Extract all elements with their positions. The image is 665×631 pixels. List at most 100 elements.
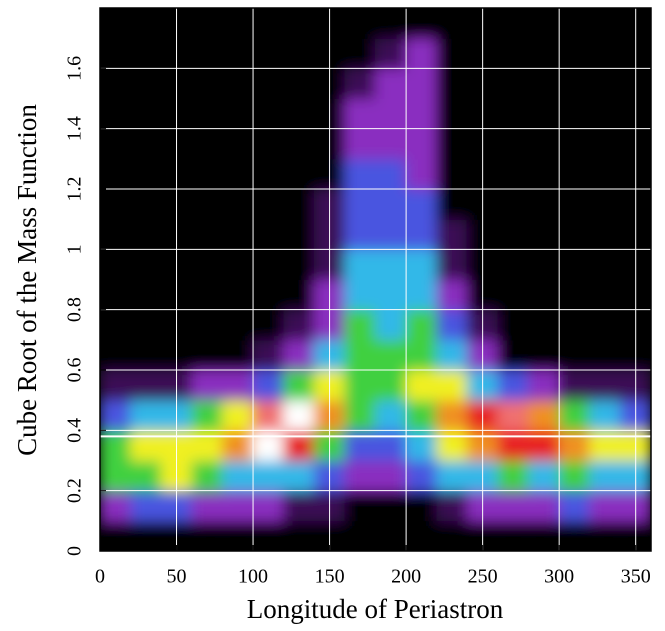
density-cell bbox=[130, 67, 162, 99]
density-cell bbox=[221, 128, 254, 160]
density-cell bbox=[528, 248, 560, 280]
density-cell bbox=[497, 67, 530, 99]
density-cell bbox=[497, 98, 530, 130]
density-cell bbox=[344, 67, 376, 99]
density-cell bbox=[528, 128, 560, 160]
x-tick-label: 250 bbox=[468, 566, 498, 588]
density-cell bbox=[252, 460, 285, 492]
density-cell bbox=[100, 309, 132, 341]
density-cell bbox=[405, 520, 438, 551]
density-cell bbox=[252, 218, 285, 250]
density-cell bbox=[283, 8, 315, 39]
density-cell bbox=[558, 369, 591, 401]
density-cell bbox=[589, 490, 621, 522]
density-cell bbox=[130, 218, 162, 250]
density-cell bbox=[283, 218, 315, 250]
density-cell bbox=[130, 309, 162, 341]
density-cell bbox=[436, 460, 468, 492]
density-cell bbox=[130, 399, 162, 431]
density-cell bbox=[589, 369, 621, 401]
density-cell bbox=[497, 309, 530, 341]
density-cell bbox=[558, 188, 591, 220]
density-cell bbox=[100, 98, 132, 130]
density-cell bbox=[221, 369, 254, 401]
density-cell bbox=[558, 339, 591, 371]
density-cell bbox=[405, 67, 438, 99]
density-cell bbox=[558, 520, 591, 551]
density-cell bbox=[252, 158, 285, 190]
density-cell bbox=[283, 460, 315, 492]
density-cell bbox=[283, 399, 315, 431]
density-cell bbox=[283, 520, 315, 551]
x-tick-label: 100 bbox=[238, 566, 268, 588]
density-cell bbox=[497, 399, 530, 431]
x-tick-label: 50 bbox=[167, 566, 187, 588]
density-cell bbox=[405, 429, 438, 461]
density-cell bbox=[252, 309, 285, 341]
y-tick-label: 1.2 bbox=[64, 177, 86, 202]
density-cell bbox=[558, 98, 591, 130]
density-cell bbox=[436, 490, 468, 522]
density-cell bbox=[528, 218, 560, 250]
density-cell bbox=[130, 98, 162, 130]
density-cell bbox=[283, 369, 315, 401]
density-cell bbox=[497, 128, 530, 160]
density-cell bbox=[436, 279, 468, 311]
density-cell bbox=[283, 490, 315, 522]
density-cell bbox=[344, 520, 376, 551]
density-cell bbox=[528, 279, 560, 311]
density-cell bbox=[130, 37, 162, 69]
density-cell bbox=[497, 218, 530, 250]
density-cell bbox=[221, 460, 254, 492]
density-cell bbox=[130, 339, 162, 371]
density-cell bbox=[528, 309, 560, 341]
density-cell bbox=[100, 67, 132, 99]
plot-frame bbox=[99, 7, 652, 552]
density-cell bbox=[221, 67, 254, 99]
density-cell bbox=[558, 128, 591, 160]
density-cell bbox=[405, 248, 438, 280]
density-cell bbox=[528, 158, 560, 190]
density-cell bbox=[405, 460, 438, 492]
density-cell bbox=[528, 429, 560, 461]
density-cell bbox=[436, 339, 468, 371]
density-cell bbox=[191, 520, 223, 551]
x-tick-label: 0 bbox=[95, 566, 105, 588]
density-cell bbox=[130, 158, 162, 190]
density-cell bbox=[252, 37, 285, 69]
density-cell bbox=[191, 309, 223, 341]
density-cell bbox=[130, 248, 162, 280]
density-cell bbox=[191, 37, 223, 69]
density-cell bbox=[436, 8, 468, 39]
density-cell bbox=[100, 429, 132, 461]
density-cell bbox=[221, 399, 254, 431]
density-cell bbox=[497, 339, 530, 371]
density-cell bbox=[436, 399, 468, 431]
y-tick-label: 0.2 bbox=[64, 478, 86, 503]
density-cell bbox=[528, 188, 560, 220]
density-cell bbox=[283, 279, 315, 311]
density-cell bbox=[375, 37, 407, 69]
y-tick-label: 1.4 bbox=[64, 116, 86, 141]
density-cell bbox=[130, 8, 162, 39]
density-cell bbox=[497, 8, 530, 39]
density-cell bbox=[344, 399, 376, 431]
density-cell bbox=[100, 460, 132, 492]
x-tick-label: 350 bbox=[621, 566, 651, 588]
density-cell bbox=[344, 158, 376, 190]
density-cell bbox=[436, 520, 468, 551]
density-cell bbox=[589, 188, 621, 220]
density-cell bbox=[375, 8, 407, 39]
density-cell bbox=[252, 369, 285, 401]
density-cell bbox=[252, 128, 285, 160]
density-cell bbox=[375, 520, 407, 551]
density-cell bbox=[221, 8, 254, 39]
density-cell bbox=[221, 98, 254, 130]
density-cell bbox=[405, 339, 438, 371]
density-cell bbox=[589, 429, 621, 461]
density-cell bbox=[130, 520, 162, 551]
density-cell bbox=[375, 399, 407, 431]
density-cell bbox=[375, 248, 407, 280]
y-axis-title: Cube Root of the Mass Function bbox=[12, 104, 42, 456]
